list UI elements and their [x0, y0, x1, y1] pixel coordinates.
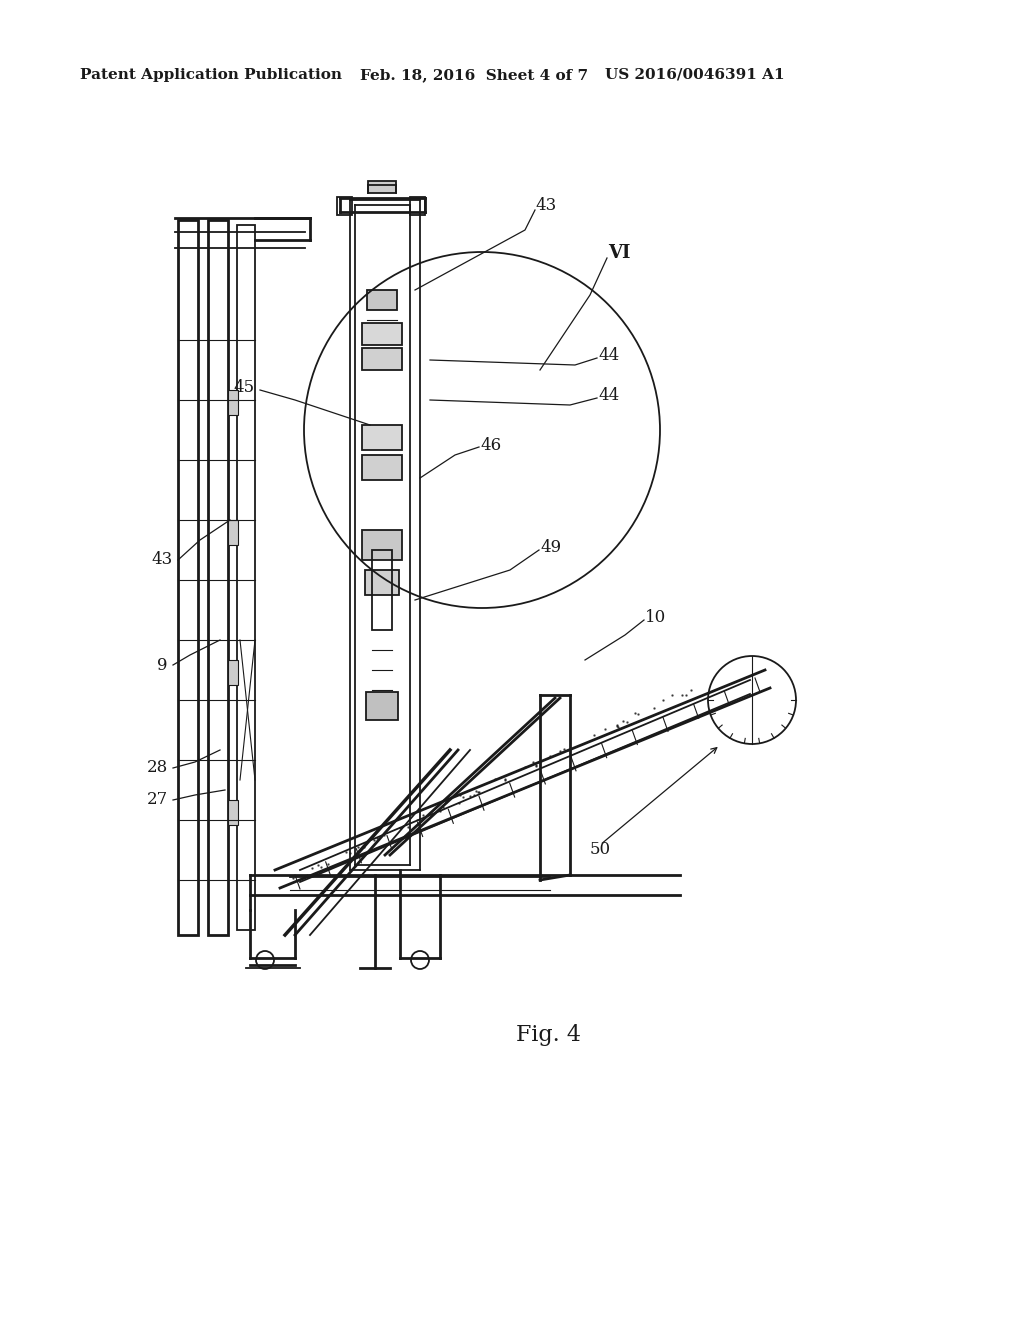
Bar	[228, 520, 238, 545]
Bar	[372, 550, 392, 630]
Text: Feb. 18, 2016  Sheet 4 of 7: Feb. 18, 2016 Sheet 4 of 7	[360, 69, 588, 82]
Text: 44: 44	[598, 387, 620, 404]
Bar	[208, 220, 228, 935]
Bar	[228, 800, 238, 825]
Text: Patent Application Publication: Patent Application Publication	[80, 69, 342, 82]
Text: VI: VI	[608, 244, 631, 261]
Bar	[367, 290, 397, 310]
Bar	[228, 389, 238, 414]
Text: 9: 9	[158, 656, 168, 673]
Bar	[362, 348, 402, 370]
Bar	[362, 323, 402, 345]
Text: 46: 46	[480, 437, 501, 454]
Bar	[337, 197, 352, 215]
Bar	[365, 570, 399, 595]
Text: 28: 28	[146, 759, 168, 776]
Bar	[228, 660, 238, 685]
Bar	[362, 531, 402, 560]
Text: 49: 49	[540, 540, 561, 557]
Text: 27: 27	[146, 792, 168, 808]
Bar	[362, 425, 402, 450]
Text: 44: 44	[598, 346, 620, 363]
Text: 43: 43	[535, 197, 556, 214]
Text: 50: 50	[590, 842, 611, 858]
Bar	[362, 455, 402, 480]
Bar	[368, 181, 396, 193]
Bar	[366, 692, 398, 719]
Text: Fig. 4: Fig. 4	[515, 1024, 581, 1045]
Bar	[237, 224, 255, 931]
Bar	[410, 197, 425, 215]
Text: 45: 45	[233, 380, 255, 396]
Text: 43: 43	[152, 552, 173, 569]
Text: 10: 10	[645, 610, 667, 627]
Text: US 2016/0046391 A1: US 2016/0046391 A1	[605, 69, 784, 82]
Bar	[178, 220, 198, 935]
